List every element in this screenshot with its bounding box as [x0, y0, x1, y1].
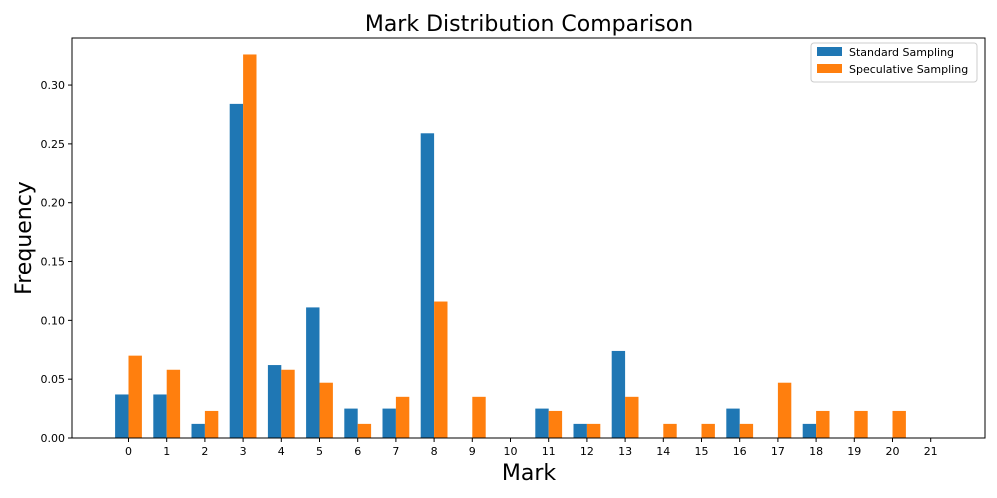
y-tick-label: 0.25: [41, 138, 66, 151]
x-tick-label: 0: [125, 445, 132, 458]
plot-frame: [71, 37, 986, 439]
x-tick-label: 8: [431, 445, 438, 458]
bars-group: [115, 54, 906, 439]
bar-standard-12: [573, 423, 587, 438]
bar-speculative-20: [892, 410, 906, 438]
x-tick-label: 6: [354, 445, 361, 458]
bar-speculative-18: [816, 410, 830, 438]
x-tick-label: 15: [695, 445, 709, 458]
x-tick-label: 11: [542, 445, 556, 458]
x-tick-label: 4: [278, 445, 285, 458]
x-tick-label: 5: [316, 445, 323, 458]
bar-speculative-13: [625, 396, 639, 438]
x-tick-label: 19: [847, 445, 861, 458]
bar-standard-16: [726, 408, 740, 438]
bar-standard-6: [344, 408, 358, 438]
x-tick-label: 1: [163, 445, 170, 458]
legend-box: [810, 42, 978, 83]
bar-speculative-9: [472, 396, 486, 438]
x-tick-label: 3: [240, 445, 247, 458]
bar-speculative-1: [166, 369, 181, 438]
bar-speculative-4: [281, 369, 295, 438]
y-tick-label: 0.20: [41, 197, 66, 210]
x-tick-label: 16: [733, 445, 747, 458]
y-axis-ticks: 0.00 0.05 0.10 0.15 0.20 0.25 0.30: [41, 79, 72, 445]
bar-standard-2: [191, 423, 205, 438]
bar-standard-8: [420, 133, 435, 439]
chart-title: Mark Distribution Comparison: [365, 12, 693, 37]
bar-speculative-16: [739, 423, 754, 438]
x-tick-label: 20: [886, 445, 900, 458]
x-tick-label: 12: [580, 445, 594, 458]
x-tick-label: 14: [656, 445, 670, 458]
bar-speculative-3: [243, 54, 257, 438]
y-tick-label: 0.00: [41, 432, 66, 445]
y-tick-label: 0.05: [41, 373, 66, 386]
x-tick-label: 7: [392, 445, 399, 458]
bar-speculative-19: [854, 410, 868, 438]
bar-speculative-12: [586, 423, 601, 438]
legend-swatch: [817, 47, 842, 56]
legend: Standard Sampling Speculative Sampling: [810, 42, 978, 83]
bar-speculative-11: [548, 410, 563, 438]
y-tick-label: 0.10: [41, 314, 66, 327]
bar-standard-3: [229, 103, 244, 438]
bar-speculative-17: [777, 382, 792, 438]
bar-standard-11: [535, 408, 549, 438]
x-axis-ticks: 0 1 2 3 4 5 6 7 8 9 10 11 12 13 14 15 16 17 18 19 20 21: [125, 438, 938, 458]
x-tick-label: 21: [924, 445, 938, 458]
bar-speculative-2: [204, 410, 219, 438]
bar-standard-5: [306, 307, 320, 438]
x-tick-label: 18: [809, 445, 823, 458]
bar-standard-18: [802, 423, 817, 438]
legend-swatch: [817, 64, 842, 73]
y-axis-label: Frequency: [12, 181, 37, 295]
bar-speculative-0: [128, 355, 142, 438]
legend-label: Speculative Sampling: [849, 63, 968, 76]
bar-speculative-8: [434, 301, 448, 438]
bar-speculative-15: [701, 423, 715, 438]
y-tick-label: 0.30: [41, 79, 66, 92]
bar-standard-7: [382, 408, 396, 438]
bar-standard-0: [115, 394, 129, 438]
bar-standard-1: [153, 394, 167, 438]
x-tick-label: 17: [771, 445, 785, 458]
x-tick-label: 9: [469, 445, 476, 458]
x-tick-label: 2: [201, 445, 208, 458]
bar-speculative-5: [319, 382, 333, 438]
x-tick-label: 10: [504, 445, 518, 458]
bar-speculative-7: [395, 396, 410, 438]
x-axis-label: Mark: [502, 461, 557, 486]
bar-speculative-14: [663, 423, 677, 438]
y-tick-label: 0.15: [41, 256, 66, 269]
x-tick-label: 13: [618, 445, 632, 458]
bar-standard-13: [611, 350, 626, 438]
legend-label: Standard Sampling: [849, 46, 954, 59]
bar-speculative-6: [357, 423, 372, 438]
bar-standard-4: [267, 365, 282, 438]
